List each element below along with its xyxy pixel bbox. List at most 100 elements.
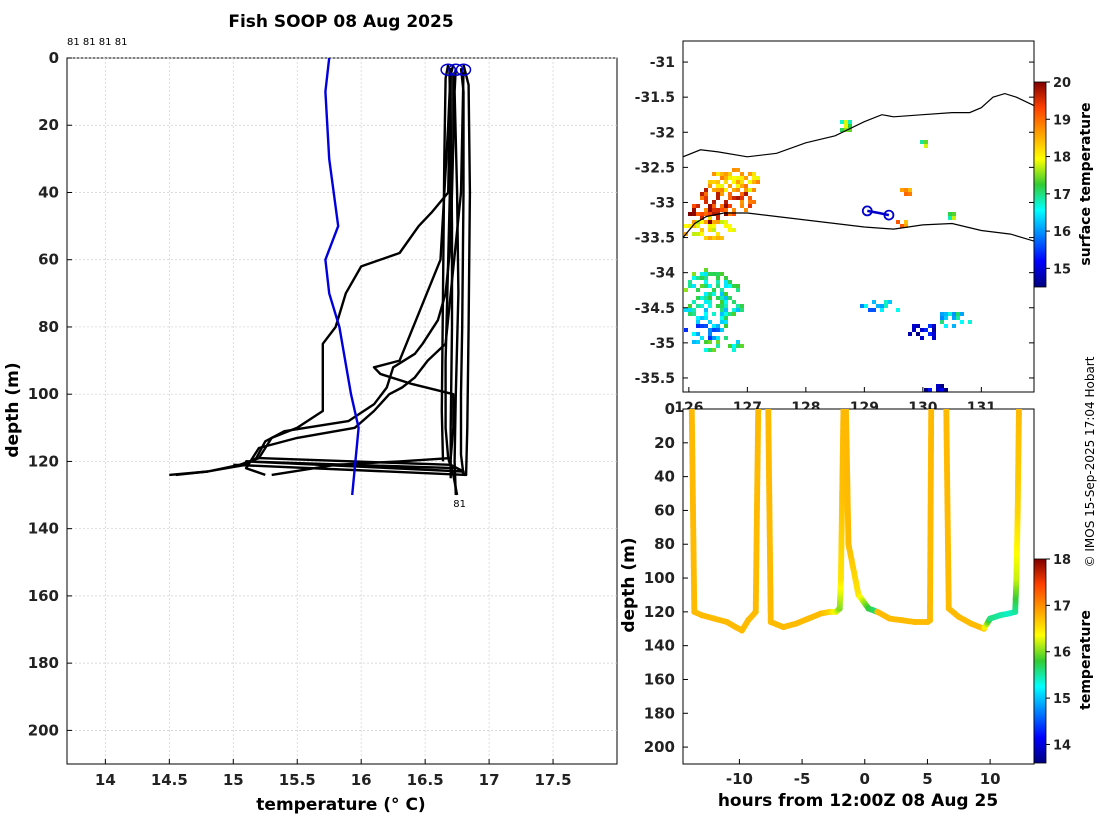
sst-pixel <box>708 332 712 336</box>
sst-pixel <box>696 332 700 336</box>
sst-pixel <box>712 292 716 296</box>
sst-pixel <box>716 296 720 300</box>
sst-pixel <box>736 288 740 292</box>
sst-pixel <box>904 220 908 224</box>
sst-pixel <box>740 196 744 200</box>
sst-pixel <box>724 172 728 176</box>
sst-pixel <box>864 304 868 308</box>
glider-profile-line <box>175 74 455 477</box>
sst-pixel <box>748 172 752 176</box>
figure-title: Fish SOOP 08 Aug 2025 <box>228 12 453 32</box>
sst-pixel <box>924 328 928 332</box>
map-ytick-label: -31.5 <box>635 90 675 106</box>
sst-pixel <box>940 384 944 388</box>
sst-pixel <box>920 336 924 340</box>
sst-pixel <box>700 284 704 288</box>
sst-pixel <box>692 284 696 288</box>
section-xlabel: hours from 12:00Z 08 Aug 25 <box>718 791 998 811</box>
sst-pixel <box>728 296 732 300</box>
sst-pixel <box>924 144 928 148</box>
sst-pixel <box>932 328 936 332</box>
sst-pixel <box>716 340 720 344</box>
glider-profile-line <box>244 71 465 477</box>
section-colorbar-tick-label: 15 <box>1053 692 1071 707</box>
sst-pixel <box>696 204 700 208</box>
sst-pixel <box>756 180 760 184</box>
sst-pixel <box>752 180 756 184</box>
section-ytick-label: 140 <box>644 637 675 655</box>
sst-pixel <box>696 232 700 236</box>
sst-pixel <box>940 312 944 316</box>
sst-pixel <box>688 284 692 288</box>
section-colorbar-tick-label: 18 <box>1053 553 1071 568</box>
sst-pixel <box>724 336 728 340</box>
sst-pixel <box>744 188 748 192</box>
profile-xtick-label: 14 <box>95 771 116 789</box>
sst-pixel <box>704 200 708 204</box>
sst-pixel <box>740 176 744 180</box>
sst-pixel <box>744 208 748 212</box>
sst-pixel <box>716 208 720 212</box>
sst-pixel <box>704 340 708 344</box>
sst-pixel <box>712 324 716 328</box>
sst-pixel <box>904 188 908 192</box>
sst-pixel <box>916 324 920 328</box>
sst-pixel <box>748 200 752 204</box>
sst-pixel <box>736 340 740 344</box>
sst-pixel <box>704 280 708 284</box>
sst-pixel <box>960 312 964 316</box>
sst-pixel <box>724 208 728 212</box>
sst-pixel <box>948 312 952 316</box>
sst-pixel <box>704 268 708 272</box>
sst-pixel <box>732 348 736 352</box>
section-data <box>688 409 1022 634</box>
sst-pixel <box>692 220 696 224</box>
map-data <box>683 92 1034 396</box>
sst-pixel <box>704 212 708 216</box>
section-ylabel: depth (m) <box>619 537 639 632</box>
sst-pixel <box>848 128 852 132</box>
section-ytick-label: 120 <box>644 603 675 621</box>
coastline-north <box>683 92 1034 158</box>
sst-pixel <box>736 284 740 288</box>
sst-pixel <box>924 388 928 392</box>
sst-pixel <box>752 172 756 176</box>
sst-pixel <box>688 212 692 216</box>
sst-pixel <box>712 312 716 316</box>
profile-xtick-label: 16 <box>351 771 372 789</box>
profile-bottom-label: 81 <box>453 499 466 510</box>
sst-pixel <box>740 308 744 312</box>
sst-pixel <box>716 336 720 340</box>
track-start-marker <box>861 205 873 217</box>
profile-xtick-label: 16.5 <box>407 771 444 789</box>
sst-pixel <box>716 284 720 288</box>
sst-pixel <box>728 280 732 284</box>
map-colorbar-tick-label: 17 <box>1053 188 1071 203</box>
profile-grid <box>67 57 617 764</box>
sst-pixel <box>708 296 712 300</box>
profile-ytick-label: 80 <box>38 318 59 336</box>
sst-pixel <box>716 304 720 308</box>
sst-pixel <box>736 308 740 312</box>
sst-pixel <box>708 184 712 188</box>
sst-pixel <box>844 124 848 128</box>
sst-pixel <box>696 224 700 228</box>
section-colorbar-tick-label: 16 <box>1053 646 1071 661</box>
sst-pixel <box>936 392 940 396</box>
sst-pixel <box>720 272 724 276</box>
sst-pixel <box>748 180 752 184</box>
sst-pixel <box>844 120 848 124</box>
sst-pixel <box>688 224 692 228</box>
sst-pixel <box>724 200 728 204</box>
map-ytick-label: -33 <box>650 195 675 211</box>
sst-pixel <box>712 224 716 228</box>
section-colorbar-label: temperature <box>1078 610 1094 710</box>
sst-pixel <box>860 304 864 308</box>
sst-pixel <box>748 196 752 200</box>
sst-pixel <box>740 172 744 176</box>
section-xtick-label: 0 <box>860 770 870 788</box>
sst-pixel <box>700 228 704 232</box>
sst-pixel <box>704 284 708 288</box>
sst-pixel <box>736 168 740 172</box>
sst-pixel <box>744 176 748 180</box>
